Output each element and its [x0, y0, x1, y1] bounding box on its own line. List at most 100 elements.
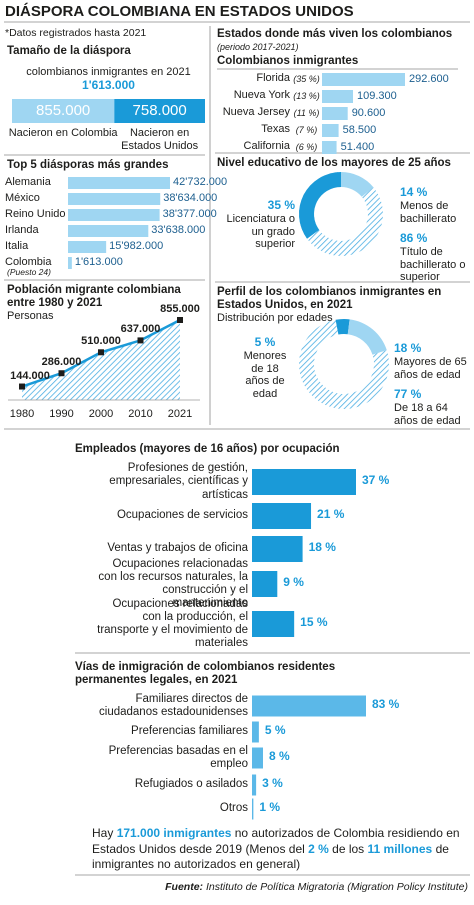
category-label: Familiares directos de ciudadanos estado…: [99, 692, 248, 718]
value-label: 9 %: [283, 575, 304, 589]
x-tick-label: 1990: [49, 408, 74, 420]
share-label: (11 %): [293, 107, 320, 118]
value-label: 42'732.000: [173, 176, 228, 188]
value-label: 15 %: [300, 615, 328, 629]
chart-title: Vías de inmigración de colombianos resid…: [75, 661, 336, 687]
share-label: (13 %): [293, 90, 320, 101]
value-label: 18 %: [308, 540, 336, 554]
bar: [252, 774, 257, 796]
category-label: Licenciatura o un grado superior: [226, 213, 296, 251]
chart-title: Tamaño de la diáspora: [7, 45, 131, 57]
category-label: Profesiones de gestión, empresariales, c…: [109, 462, 248, 501]
category-label: Colombia: [5, 256, 52, 268]
point: [19, 383, 25, 390]
value-label: 5 %: [254, 335, 276, 349]
category-label: California: [243, 140, 290, 152]
bar: [68, 193, 161, 205]
donut-segment: [298, 172, 341, 239]
category-label: Menos de bachillerato: [400, 200, 457, 225]
bar: [322, 73, 405, 86]
category-label: Ocupaciones relacionadas con la producci…: [97, 597, 248, 650]
share-label: (7 %): [295, 124, 318, 135]
donut-segment: [299, 319, 390, 410]
value-label: 637.000: [120, 323, 161, 336]
value-label: 1 %: [259, 800, 281, 814]
donut-segment: [335, 318, 350, 335]
value-label: 1'613.000: [74, 256, 123, 268]
bar: [252, 747, 263, 769]
category-label: Ocupaciones de servicios: [116, 509, 248, 522]
footnote-text: de inmigrantes no autorizados en general…: [92, 841, 449, 872]
chart-subtitle: (periodo 2017-2021): [217, 42, 299, 52]
value-label: 510.000: [81, 335, 121, 348]
chart-heading: Colombianos inmigrantes: [217, 55, 359, 67]
bar-segment: [12, 99, 115, 123]
donut-segment: [341, 172, 374, 197]
share-label: (35 %): [293, 73, 320, 84]
bar: [68, 241, 107, 253]
category-label: Irlanda: [5, 224, 39, 236]
value-label: 38'634.000: [163, 192, 218, 204]
footnote-highlight: 2 %: [308, 841, 329, 856]
value-label: 33'638.000: [151, 224, 206, 236]
bar: [252, 469, 356, 495]
footnote-text: de los: [328, 841, 368, 856]
value-label: 15'982.000: [109, 240, 164, 252]
value-label: 855.000: [160, 303, 200, 315]
bar: [322, 90, 354, 103]
bar: [252, 503, 312, 529]
value-label: 35 %: [267, 198, 295, 212]
value-label: 144.000: [10, 369, 50, 382]
chart-subtitle: Distribución por edades: [217, 312, 333, 324]
footnote-text: Hay: [92, 826, 117, 840]
value-label: 758.000: [132, 102, 187, 119]
bar: [252, 721, 259, 743]
value-label: 18 %: [394, 341, 422, 355]
chart-title: Población migrante colombiana entre 1980…: [7, 284, 181, 310]
bar: [252, 695, 366, 717]
value-label: 51.400: [340, 141, 375, 153]
category-label: Menores de 18 años de edad: [243, 350, 287, 400]
footnote-highlight: 171.000 inmigrantes: [116, 826, 232, 840]
category-label: Italia: [5, 240, 29, 252]
area: [22, 320, 180, 400]
category-label: Texas: [261, 123, 290, 135]
category-label: Alemania: [5, 176, 51, 188]
footnote-highlight: 11 millones: [367, 841, 433, 856]
value-label: 286.000: [41, 356, 82, 369]
donut-segment: [347, 319, 387, 355]
value-label: 8 %: [268, 749, 290, 763]
bar: [68, 209, 160, 221]
category-label: Otros: [219, 802, 248, 815]
point: [58, 370, 65, 377]
chart-title: Estados donde más viven los colombianos: [217, 28, 453, 40]
value-label: 3 %: [262, 776, 283, 790]
value-label: 292.600: [409, 73, 449, 85]
data-note: *Datos registrados hasta 2021: [5, 27, 147, 39]
x-tick-label: 2021: [167, 408, 193, 420]
chart-title: Empleados (mayores de 16 años) por ocupa…: [75, 443, 340, 455]
x-tick-label: 1980: [9, 408, 35, 420]
bar: [252, 571, 278, 597]
value-label: 855.000: [36, 102, 91, 119]
category-label: Mayores de 65 años de edad: [394, 356, 467, 381]
category-label: De 18 a 64 años de edad: [394, 402, 461, 427]
bar-segment: [114, 99, 205, 123]
category-label: Nueva Jersey: [222, 106, 290, 118]
value-label: 77 %: [394, 387, 422, 401]
chart-title: Perfil de los colombianos inmigrantes en…: [217, 286, 442, 312]
x-tick-label: 2010: [128, 408, 153, 420]
category-label: Florida: [256, 72, 290, 84]
bar: [322, 107, 348, 120]
x-tick-label: 2000: [88, 408, 114, 420]
footnote-text: no autorizados de Colombia residiendo en…: [92, 826, 460, 856]
chart-subtitle: Personas: [7, 310, 54, 322]
page-title: DIÁSPORA COLOMBIANA EN ESTADOS UNIDOS: [5, 3, 354, 20]
category-label: Ventas y trabajos de oficina: [107, 542, 248, 555]
category-label: Nueva York: [233, 89, 290, 101]
value-label: 109.300: [357, 90, 397, 102]
category-label: Reino Unido: [5, 208, 66, 220]
chart-title: Nivel educativo de los mayores de 25 año…: [217, 157, 451, 169]
footnote: Hay 171.000 inmigrantes no autorizados d…: [92, 826, 470, 873]
